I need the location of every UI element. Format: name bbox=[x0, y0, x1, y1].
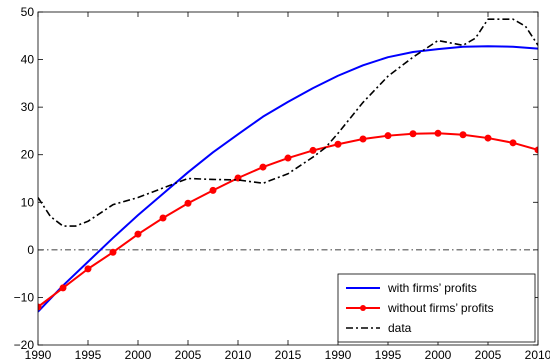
legend-item-0: with firms’ profits bbox=[346, 281, 477, 295]
x-tick-label: 1995 bbox=[375, 348, 402, 362]
series-1-point bbox=[409, 130, 417, 138]
series-1-point bbox=[509, 139, 517, 147]
series-0-group bbox=[38, 45, 538, 313]
series-1-point bbox=[284, 154, 292, 162]
x-tick-label: 2000 bbox=[425, 348, 452, 362]
x-axis-ticks: 1990 1995 2000 2005 2010 2015 1990 1995 2000 2005… bbox=[25, 12, 550, 362]
series-line-0 bbox=[38, 45, 538, 313]
series-1-point bbox=[38, 303, 42, 311]
y-tick-label: −10 bbox=[14, 290, 35, 304]
series-2-group bbox=[38, 18, 538, 227]
y-tick-label: 50 bbox=[21, 5, 35, 19]
legend: with firms’ profits without firms’ profit… bbox=[337, 273, 536, 343]
series-line-2 bbox=[38, 18, 538, 227]
x-tick-label: 1990 bbox=[325, 348, 352, 362]
x-tick-label: 2005 bbox=[475, 348, 502, 362]
series-1-point bbox=[359, 135, 367, 143]
x-tick-label: 1995 bbox=[75, 348, 102, 362]
y-tick-label: 20 bbox=[21, 148, 35, 162]
x-tick-label: 2015 bbox=[275, 348, 302, 362]
x-tick-label: 2010 bbox=[525, 348, 550, 362]
x-tick-label: 2000 bbox=[125, 348, 152, 362]
series-1-point bbox=[134, 230, 142, 238]
series-1-point bbox=[434, 129, 442, 137]
series-1-point bbox=[334, 140, 342, 148]
series-1-point bbox=[59, 284, 67, 292]
y-tick-label: 30 bbox=[21, 100, 35, 114]
y-tick-label: 0 bbox=[27, 243, 34, 257]
legend-label-0: with firms’ profits bbox=[387, 281, 477, 295]
y-axis-ticks: −20 −10 0 10 20 30 40 50 bbox=[14, 5, 538, 352]
legend-item-2: data bbox=[346, 321, 412, 335]
series-1-point bbox=[384, 132, 392, 140]
legend-item-1: without firms’ profits bbox=[346, 301, 494, 315]
x-tick-label: 2010 bbox=[225, 348, 252, 362]
y-tick-label: 10 bbox=[21, 195, 35, 209]
series-1-point bbox=[534, 146, 538, 154]
series-1-group bbox=[38, 129, 538, 311]
y-tick-label: 40 bbox=[21, 53, 35, 67]
x-tick-label: 2005 bbox=[175, 348, 202, 362]
series-1-point bbox=[184, 199, 192, 207]
series-1-point bbox=[84, 265, 92, 273]
series-1-point bbox=[259, 163, 267, 171]
series-layer bbox=[38, 18, 538, 313]
legend-label-1: without firms’ profits bbox=[387, 301, 494, 315]
legend-label-2: data bbox=[388, 321, 412, 335]
x-tick-label: 1990 bbox=[25, 348, 52, 362]
series-1-point bbox=[484, 134, 492, 142]
series-1-point bbox=[159, 214, 167, 222]
series-1-point bbox=[109, 248, 117, 256]
legend-marker-1 bbox=[360, 305, 366, 311]
series-1-point bbox=[459, 131, 467, 139]
y-tick-label: −20 bbox=[14, 338, 35, 352]
series-1-point bbox=[209, 186, 217, 194]
series-1-point bbox=[309, 146, 317, 154]
